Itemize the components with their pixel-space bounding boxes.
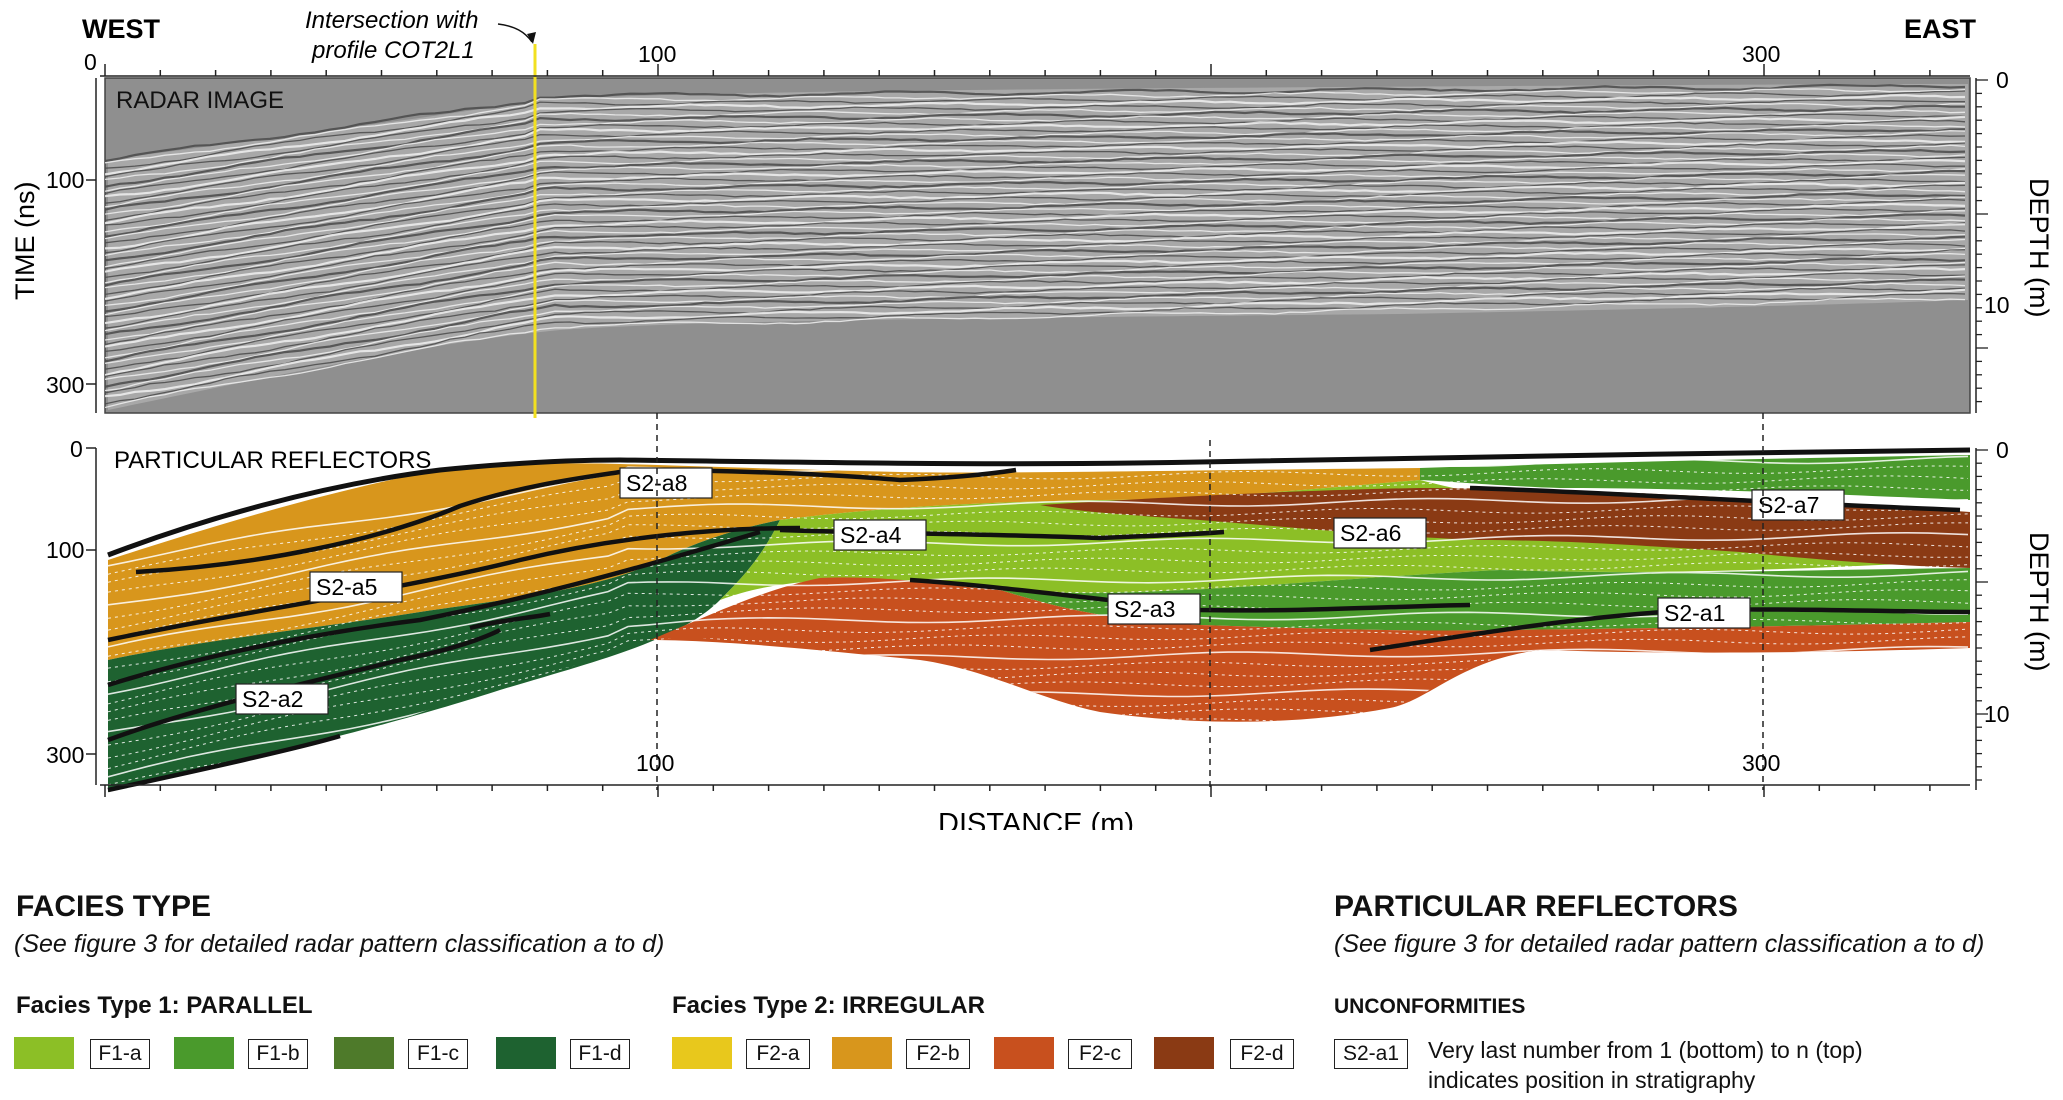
code-F2-a: F2-a <box>746 1039 810 1069</box>
time-tick: 0 <box>70 436 83 462</box>
facies-type1-title: Facies Type 1: PARALLEL <box>16 992 313 1019</box>
top-depth-axis: 0 10 DEPTH (m) <box>1975 67 2054 413</box>
code-F1-b: F1-b <box>248 1039 308 1069</box>
reflector-label-S2-a2: S2-a2 <box>242 686 303 712</box>
top-distance-tick: 0 <box>84 49 97 75</box>
swatch-F2-d <box>1154 1037 1214 1069</box>
gpr-profile-figure: RADAR IMAGE WEST EAST Intersection with … <box>10 7 2054 830</box>
depth-axis-label-top: DEPTH (m) <box>2024 178 2054 317</box>
code-F1-d: F1-d <box>570 1039 630 1069</box>
example-desc-line1: Very last number from 1 (bottom) to n (t… <box>1428 1037 1863 1063</box>
swatch-F1-b <box>174 1037 234 1069</box>
reflector-panel-title: PARTICULAR REFLECTORS <box>114 447 431 474</box>
swatch-F2-a <box>672 1037 732 1069</box>
time-tick: 100 <box>46 167 84 193</box>
bottom-distance-axis: 100 300 DISTANCE (m) <box>100 750 1970 830</box>
reflector-line-S2-a5-upper <box>135 469 621 575</box>
reflector-line-S2-a7 <box>1469 485 1961 513</box>
facies-F1-b <box>1420 455 1970 500</box>
radar-reflection-lines <box>105 83 1966 409</box>
swatch-F1-d <box>496 1037 556 1069</box>
east-label: EAST <box>1904 14 1977 44</box>
west-label: WEST <box>82 14 161 44</box>
intersection-arrowhead <box>527 32 536 44</box>
time-axis-label: TIME (ns) <box>10 182 40 301</box>
intersection-arrow <box>497 23 533 43</box>
reflectors-legend-title: PARTICULAR REFLECTORS <box>1334 890 1738 923</box>
bottom-time-axis: 0 100 300 <box>46 436 97 785</box>
code-F1-c: F1-c <box>408 1039 468 1069</box>
depth-tick: 10 <box>1984 292 2010 318</box>
facies-type-subtitle: (See figure 3 for detailed radar pattern… <box>14 930 665 958</box>
top-distance-axis: 0 100 300 <box>84 41 1970 77</box>
reflector-line-S2-a5 <box>107 525 801 643</box>
reflector-label-S2-a3: S2-a3 <box>1114 596 1175 622</box>
time-tick: 300 <box>46 372 84 398</box>
reflector-label-S2-a5: S2-a5 <box>316 574 377 600</box>
distance-reference-lines <box>656 413 1764 790</box>
bottom-distance-tick: 300 <box>1742 750 1780 776</box>
swatch-F1-c <box>334 1037 394 1069</box>
reflector-label-S2-a7: S2-a7 <box>1758 492 1819 518</box>
top-distance-tick: 300 <box>1742 41 1780 67</box>
example-desc-line2: indicates position in stratigraphy <box>1428 1067 1756 1093</box>
intersection-text-line1: Intersection with <box>305 7 478 34</box>
bottom-distance-tick: 100 <box>636 750 674 776</box>
unconformities-title: UNCONFORMITIES <box>1334 995 1526 1018</box>
bottom-depth-axis: 0 10 DEPTH (m) <box>1975 437 2054 790</box>
example-code: S2-a1 <box>1334 1039 1408 1069</box>
time-tick: 100 <box>46 537 84 563</box>
intersection-text-line2: profile COT2L1 <box>311 37 475 64</box>
code-F1-a: F1-a <box>90 1039 150 1069</box>
facies-F1-d <box>108 520 780 792</box>
top-time-axis: 100 300 TIME (ns) <box>10 78 97 413</box>
reflector-line-S2-a2-upper <box>107 627 502 743</box>
facies-F2-b <box>108 463 1420 660</box>
reflector-label-S2-a1: S2-a1 <box>1664 600 1725 626</box>
reflector-interpretation-panel: S2-a8 S2-a4 S2-a6 S2-a7 S2-a5 S2-a3 S2-a… <box>107 413 1971 793</box>
swatch-F2-c <box>994 1037 1054 1069</box>
reflector-line-mid <box>107 529 761 688</box>
depth-tick: 0 <box>1996 67 2009 93</box>
facies-type-title: FACIES TYPE <box>16 890 212 923</box>
reflector-line-short <box>469 611 551 631</box>
depth-tick: 10 <box>1984 701 2010 727</box>
radar-panel-title: RADAR IMAGE <box>116 87 284 114</box>
facies-F2-d <box>1040 488 1970 568</box>
radar-image-panel: RADAR IMAGE <box>104 44 1971 418</box>
distance-axis-label: DISTANCE (m) <box>938 808 1134 830</box>
depth-tick: 0 <box>1996 437 2009 463</box>
code-F2-b: F2-b <box>906 1039 970 1069</box>
ground-surface-line <box>107 447 1971 558</box>
code-F2-c: F2-c <box>1068 1039 1132 1069</box>
reflector-label-S2-a4: S2-a4 <box>840 522 902 548</box>
reflector-labels: S2-a8 S2-a4 S2-a6 S2-a7 S2-a5 S2-a3 S2-a… <box>235 467 1845 715</box>
swatch-F2-b <box>832 1037 892 1069</box>
code-F2-d: F2-d <box>1230 1039 1294 1069</box>
swatch-F1-a <box>14 1037 74 1069</box>
facies-type2-title: Facies Type 2: IRREGULAR <box>672 992 985 1019</box>
time-tick: 300 <box>46 742 84 768</box>
facies-F2-c <box>650 577 1970 722</box>
top-distance-tick: 100 <box>638 41 676 67</box>
reflector-line-S2-a2 <box>107 733 341 793</box>
reflector-label-S2-a6: S2-a6 <box>1340 520 1401 546</box>
reflectors-legend-subtitle: (See figure 3 for detailed radar pattern… <box>1334 930 1985 958</box>
depth-axis-label-bottom: DEPTH (m) <box>2024 532 2054 671</box>
